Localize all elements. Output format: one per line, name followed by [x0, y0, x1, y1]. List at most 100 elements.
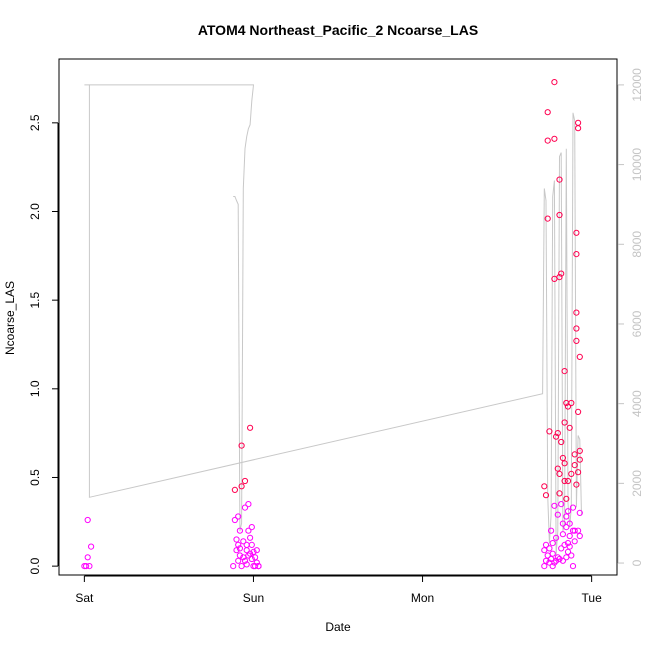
x-axis-label: Date — [325, 620, 351, 634]
data-point — [544, 215, 551, 222]
data-point — [573, 229, 580, 236]
data-point — [553, 433, 560, 440]
data-point — [541, 563, 548, 570]
data-point — [253, 559, 260, 566]
y-axis-label: Ncoarse_LAS — [3, 281, 17, 355]
data-point — [542, 541, 550, 549]
data-point — [563, 554, 570, 561]
data-point — [568, 552, 575, 559]
data-point — [568, 470, 575, 477]
data-point — [561, 477, 568, 485]
data-point — [575, 527, 582, 534]
data-point — [566, 543, 573, 550]
data-point — [252, 554, 259, 561]
data-point — [245, 552, 252, 559]
data-point — [551, 79, 558, 86]
data-point — [556, 470, 563, 477]
data-point — [549, 563, 556, 570]
data-point — [247, 550, 254, 557]
data-point — [544, 109, 551, 116]
data-point — [255, 563, 262, 570]
data-point — [230, 563, 237, 570]
data-point — [247, 534, 254, 541]
data-point — [556, 274, 563, 281]
data-point — [559, 531, 567, 538]
data-point — [84, 516, 91, 524]
data-point — [561, 460, 568, 467]
data-point — [252, 563, 259, 570]
line-series-1 — [89, 84, 255, 532]
data-point — [573, 481, 580, 488]
data-point — [554, 430, 561, 437]
data-point — [243, 561, 250, 568]
data-point — [551, 502, 558, 509]
data-point — [233, 536, 240, 543]
y-tick-label: 2.0 — [28, 203, 42, 220]
data-point — [236, 552, 243, 559]
data-point — [554, 554, 561, 561]
y2-tick-label: 4000 — [630, 390, 644, 417]
data-point — [247, 424, 254, 431]
data-point — [559, 557, 567, 564]
data-point — [575, 469, 582, 476]
data-point — [576, 532, 583, 540]
data-point — [575, 408, 582, 415]
data-point — [235, 513, 242, 520]
line-series-group — [84, 84, 582, 556]
chart-title: ATOM4 Northeast_Pacific_2 Ncoarse_LAS — [198, 22, 478, 38]
data-point — [542, 492, 550, 499]
data-point — [571, 527, 578, 534]
data-point — [551, 135, 558, 142]
data-point — [549, 550, 556, 557]
data-point — [573, 251, 580, 258]
data-point — [553, 557, 560, 564]
data-point — [566, 520, 573, 527]
y-tick-label: 2.5 — [28, 114, 42, 131]
data-point — [568, 399, 575, 407]
data-point — [569, 563, 577, 570]
y-tick-label: 0.5 — [28, 469, 42, 486]
data-point — [235, 541, 242, 549]
data-point — [84, 554, 91, 561]
data-point — [561, 368, 568, 375]
y-tick-label: 1.0 — [28, 380, 42, 397]
data-point — [576, 456, 583, 463]
data-point — [248, 541, 255, 549]
data-point — [563, 495, 570, 502]
data-point — [548, 527, 555, 534]
data-point — [554, 465, 561, 472]
y2-tick-label: 8000 — [630, 231, 644, 258]
data-point — [564, 548, 572, 556]
data-point — [558, 438, 565, 446]
data-point — [559, 454, 567, 462]
y2-tick-label: 10000 — [630, 148, 644, 182]
data-point — [248, 555, 255, 563]
data-point — [233, 547, 240, 554]
data-point — [241, 557, 249, 564]
data-point — [564, 477, 572, 485]
data-point — [549, 540, 556, 547]
y2-tick-label: 6000 — [630, 310, 644, 337]
line-series-0 — [84, 84, 582, 556]
plot-frame — [58, 58, 618, 576]
data-point — [88, 543, 95, 550]
data-point — [563, 524, 570, 531]
data-point — [238, 563, 245, 570]
data-point — [86, 563, 93, 570]
data-point — [553, 534, 560, 541]
data-point — [231, 516, 238, 524]
data-point — [541, 547, 548, 554]
data-point — [571, 462, 578, 469]
data-point — [238, 483, 245, 490]
y2-tick-label: 0 — [630, 559, 644, 566]
data-point — [248, 524, 255, 531]
data-point — [558, 501, 565, 508]
x-tick-label: Sun — [243, 591, 264, 605]
data-point — [245, 501, 252, 508]
data-point — [564, 403, 572, 410]
x-tick-label: Mon — [411, 591, 434, 605]
data-point — [83, 563, 90, 570]
data-point — [575, 125, 582, 132]
data-point — [235, 557, 242, 564]
